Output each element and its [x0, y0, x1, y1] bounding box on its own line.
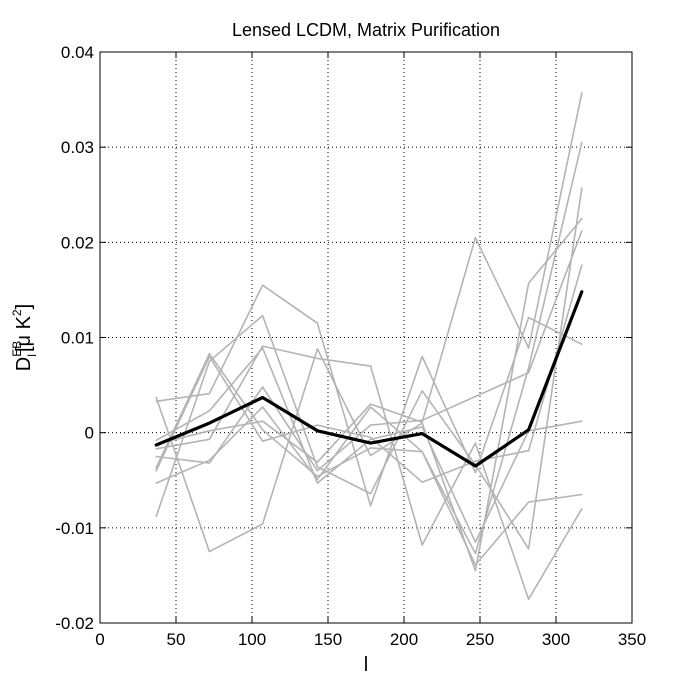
series-line-realization [155, 141, 583, 555]
series-line-realization [155, 264, 583, 484]
y-tick-label: -0.01 [55, 519, 94, 538]
y-label-units-sup: 2 [10, 309, 24, 316]
series-line-realization [155, 284, 583, 507]
y-tick-label: 0.01 [61, 329, 94, 348]
series-line-realization [155, 347, 583, 543]
y-tick-label: -0.02 [55, 614, 94, 633]
x-tick-label: 200 [390, 630, 418, 649]
y-tick-label: 0.02 [61, 233, 94, 252]
x-tick-label: 250 [466, 630, 494, 649]
chart-title: Lensed LCDM, Matrix Purification [232, 20, 500, 40]
y-label-base: D [13, 357, 35, 371]
x-tick-label: 300 [542, 630, 570, 649]
x-tick-label: 350 [618, 630, 646, 649]
x-tick-label: 0 [95, 630, 104, 649]
series-line-realization [155, 230, 583, 472]
series-line-mean [154, 290, 584, 468]
series-line-realization [155, 217, 583, 572]
x-tick-label: 100 [238, 630, 266, 649]
y-label-sup: EB [10, 341, 24, 357]
x-tick-label: 150 [314, 630, 342, 649]
y-label-units: [μ K [13, 315, 35, 352]
y-label-units-close: ] [13, 304, 35, 310]
x-tick-label: 50 [167, 630, 186, 649]
x-axis-label: l [364, 654, 368, 676]
y-tick-label: 0.04 [61, 43, 94, 62]
y-tick-label: 0 [85, 424, 94, 443]
axis-ticks: 0 50 100 150 200 250 300 350 -0.02 -0.01 0 0.01 0.02… [55, 43, 646, 649]
series-line-realization [155, 187, 583, 550]
y-axis-label: DEBl [μ K2] [10, 304, 39, 371]
series-line-realization [155, 345, 583, 601]
series-line-realization [155, 92, 583, 464]
y-tick-label: 0.03 [61, 138, 94, 157]
series-line-realization [155, 406, 583, 566]
y-label-sub: l [25, 354, 39, 357]
series-layer [154, 92, 584, 601]
